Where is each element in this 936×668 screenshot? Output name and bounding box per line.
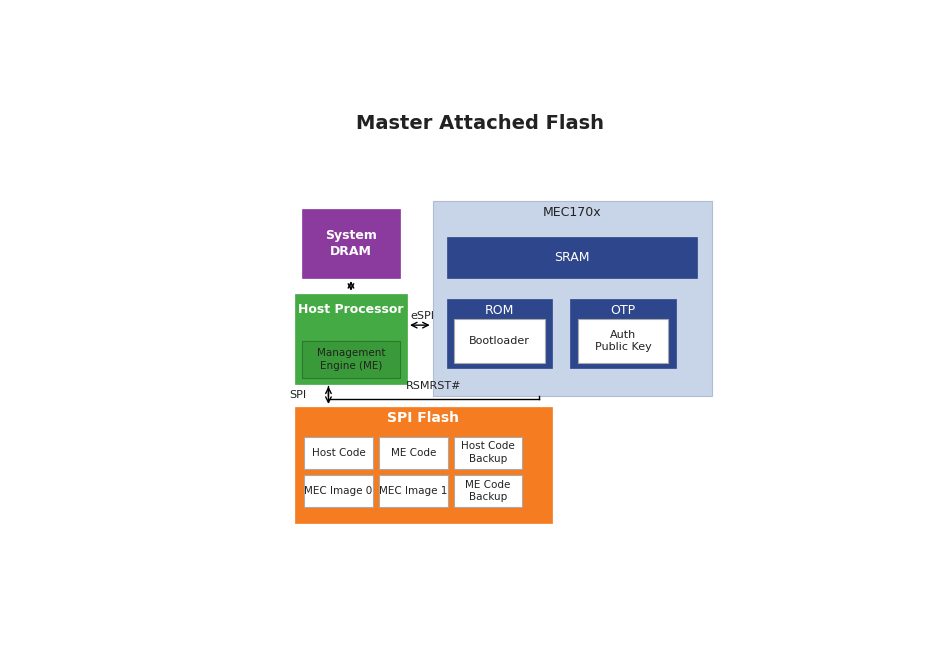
Bar xyxy=(570,299,676,368)
Bar xyxy=(454,437,522,468)
Text: Auth
Public Key: Auth Public Key xyxy=(594,330,651,353)
Bar xyxy=(454,475,522,507)
Bar xyxy=(578,319,668,363)
Text: Master Attached Flash: Master Attached Flash xyxy=(356,114,604,134)
Bar xyxy=(379,475,447,507)
Text: MEC Image 1: MEC Image 1 xyxy=(379,486,447,496)
Text: Management
Engine (ME): Management Engine (ME) xyxy=(316,349,386,371)
Bar xyxy=(295,407,552,522)
Bar xyxy=(432,201,712,397)
Text: SRAM: SRAM xyxy=(554,251,590,264)
Bar xyxy=(295,294,407,383)
Bar xyxy=(447,237,697,278)
Bar xyxy=(302,341,400,379)
Text: Host Code: Host Code xyxy=(312,448,365,458)
Text: ME Code: ME Code xyxy=(390,448,436,458)
Text: MEC170x: MEC170x xyxy=(543,206,602,219)
Bar xyxy=(302,208,400,278)
Bar xyxy=(447,299,552,368)
Text: MEC Image 0: MEC Image 0 xyxy=(304,486,373,496)
Text: Host Processor: Host Processor xyxy=(299,303,403,315)
Text: OTP: OTP xyxy=(610,303,636,317)
Text: SPI Flash: SPI Flash xyxy=(388,411,460,425)
Text: ME Code
Backup: ME Code Backup xyxy=(465,480,511,502)
Bar xyxy=(454,319,545,363)
Bar xyxy=(304,475,373,507)
Bar xyxy=(379,437,447,468)
Text: RSMRST#: RSMRST# xyxy=(406,381,461,391)
Text: Host Code
Backup: Host Code Backup xyxy=(461,442,515,464)
Text: System
DRAM: System DRAM xyxy=(325,229,377,258)
Text: eSPI: eSPI xyxy=(411,311,435,321)
Text: Bootloader: Bootloader xyxy=(469,336,530,346)
Text: SPI: SPI xyxy=(289,390,307,400)
Text: ROM: ROM xyxy=(485,303,515,317)
Bar xyxy=(304,437,373,468)
